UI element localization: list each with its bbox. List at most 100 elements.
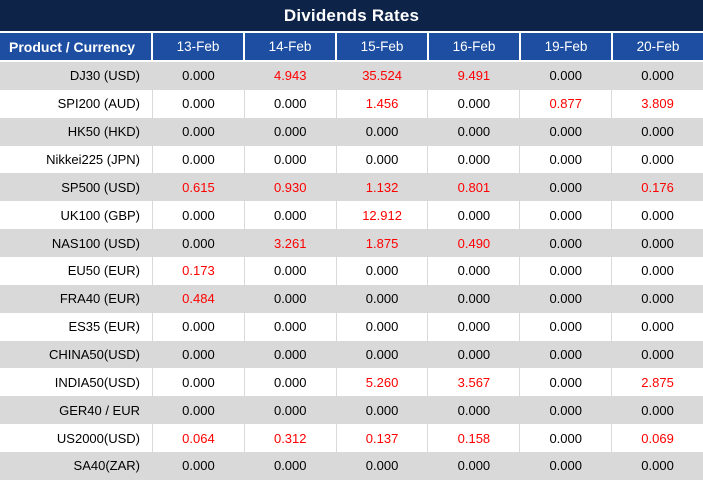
dividend-value: 0.801 bbox=[428, 173, 521, 202]
dividend-value: 0.000 bbox=[428, 340, 521, 369]
table-row: SPI200 (AUD) 0.000 0.000 1.456 0.000 0.877 3.8… bbox=[0, 89, 703, 118]
column-header-date: 20-Feb bbox=[613, 33, 703, 60]
dividend-value: 0.877 bbox=[520, 89, 613, 118]
table-row: Nikkei225 (JPN) 0.000 0.000 0.000 0.000 0.000… bbox=[0, 145, 703, 174]
product-label: ES35 (EUR) bbox=[0, 312, 153, 341]
dividend-value: 0.000 bbox=[245, 117, 337, 146]
dividend-value: 0.000 bbox=[641, 68, 674, 84]
column-header-date: 19-Feb bbox=[521, 33, 611, 60]
dividend-value: 9.491 bbox=[428, 62, 521, 90]
dividend-value: 0.000 bbox=[245, 452, 337, 480]
dividend-value: 0.000 bbox=[520, 173, 613, 202]
product-label: HK50 (HKD) bbox=[0, 117, 153, 146]
dividend-value: 0.000 bbox=[641, 291, 674, 307]
table-row: EU50 (EUR) 0.173 0.000 0.000 0.000 0.000 0.000 bbox=[0, 257, 703, 285]
dividend-value: 0.000 bbox=[520, 312, 613, 341]
dividend-value: 0.000 bbox=[245, 312, 337, 341]
dividend-value: 0.000 bbox=[520, 368, 613, 397]
dividend-value: 0.000 bbox=[520, 452, 613, 480]
dividend-value: 35.524 bbox=[337, 62, 429, 90]
dividend-value: 1.132 bbox=[337, 173, 429, 202]
dividend-value: 0.312 bbox=[245, 424, 337, 453]
dividend-value: 0.000 bbox=[520, 62, 613, 90]
dividend-value: 0.000 bbox=[153, 62, 245, 90]
dividend-value: 0.000 bbox=[337, 452, 429, 480]
table-row: DJ30 (USD) 0.000 4.943 35.524 9.491 0.000 0.00… bbox=[0, 62, 703, 90]
product-label: SA40(ZAR) bbox=[0, 452, 153, 480]
dividend-value: 0.000 bbox=[520, 340, 613, 369]
table-row: NAS100 (USD) 0.000 3.261 1.875 0.490 0.000 0.0… bbox=[0, 229, 703, 258]
dividend-value: 0.000 bbox=[641, 319, 674, 335]
dividend-value: 0.000 bbox=[245, 396, 337, 425]
table-row: INDIA50(USD) 0.000 0.000 5.260 3.567 0.000 2.8… bbox=[0, 368, 703, 397]
dividend-value: 0.000 bbox=[520, 257, 613, 285]
column-header-date: 15-Feb bbox=[337, 33, 427, 60]
table-row: ES35 (EUR) 0.000 0.000 0.000 0.000 0.000 0.000 bbox=[0, 312, 703, 341]
dividend-value: 0.000 bbox=[641, 235, 674, 251]
table-header-row: Product / Currency 13-Feb 14-Feb 15-Feb 16-… bbox=[0, 33, 703, 62]
dividend-value: 0.000 bbox=[520, 117, 613, 146]
table-row: CHINA50(USD) 0.000 0.000 0.000 0.000 0.000 0.0… bbox=[0, 340, 703, 369]
dividend-value: 0.490 bbox=[428, 229, 521, 258]
dividend-value: 0.000 bbox=[520, 201, 613, 230]
dividend-value: 0.000 bbox=[428, 117, 521, 146]
dividend-value: 0.000 bbox=[428, 284, 521, 313]
dividend-value: 12.912 bbox=[337, 201, 429, 230]
dividend-value: 0.000 bbox=[245, 284, 337, 313]
dividend-value: 0.000 bbox=[337, 117, 429, 146]
dividend-value: 0.000 bbox=[428, 396, 521, 425]
dividend-value: 0.069 bbox=[641, 430, 674, 446]
dividend-value: 0.000 bbox=[337, 312, 429, 341]
dividend-value: 0.000 bbox=[520, 284, 613, 313]
product-label: Nikkei225 (JPN) bbox=[0, 145, 153, 174]
dividend-value: 0.000 bbox=[520, 145, 613, 174]
dividend-value: 4.943 bbox=[245, 62, 337, 90]
dividend-value: 0.000 bbox=[245, 340, 337, 369]
dividend-value: 0.000 bbox=[153, 145, 245, 174]
dividend-value: 0.000 bbox=[153, 117, 245, 146]
dividend-value: 0.000 bbox=[337, 284, 429, 313]
dividend-value: 0.000 bbox=[337, 145, 429, 174]
dividend-value: 0.000 bbox=[641, 207, 674, 223]
dividend-value: 0.000 bbox=[153, 229, 245, 258]
product-label: DJ30 (USD) bbox=[0, 62, 153, 90]
table-row: SA40(ZAR) 0.000 0.000 0.000 0.000 0.000 0.000 bbox=[0, 452, 703, 480]
dividend-value: 0.000 bbox=[153, 312, 245, 341]
dividend-value: 1.456 bbox=[337, 89, 429, 118]
dividend-value: 0.000 bbox=[337, 396, 429, 425]
dividend-value: 0.000 bbox=[153, 452, 245, 480]
table-row: SP500 (USD) 0.615 0.930 1.132 0.801 0.000 0.17… bbox=[0, 173, 703, 202]
table-row: US2000(USD) 0.064 0.312 0.137 0.158 0.000 0.06… bbox=[0, 424, 703, 453]
dividend-value: 0.000 bbox=[153, 396, 245, 425]
title-bar: Dividends Rates bbox=[0, 0, 703, 33]
table-row: UK100 (GBP) 0.000 0.000 12.912 0.000 0.000 0.0… bbox=[0, 201, 703, 230]
column-header-date: 14-Feb bbox=[245, 33, 335, 60]
table-row: HK50 (HKD) 0.000 0.000 0.000 0.000 0.000 0.000 bbox=[0, 117, 703, 146]
dividend-value: 0.000 bbox=[428, 89, 521, 118]
product-label: INDIA50(USD) bbox=[0, 368, 153, 397]
dividend-value: 0.000 bbox=[337, 257, 429, 285]
table-row: GER40 / EUR 0.000 0.000 0.000 0.000 0.000 0.00… bbox=[0, 396, 703, 425]
dividend-value: 0.000 bbox=[245, 368, 337, 397]
column-header-date: 13-Feb bbox=[153, 33, 243, 60]
dividend-value: 0.000 bbox=[245, 257, 337, 285]
dividend-value: 0.000 bbox=[337, 340, 429, 369]
column-header-date: 16-Feb bbox=[429, 33, 519, 60]
table-row: FRA40 (EUR) 0.484 0.000 0.000 0.000 0.000 0.00… bbox=[0, 284, 703, 313]
dividend-value: 0.000 bbox=[428, 452, 521, 480]
product-label: NAS100 (USD) bbox=[0, 229, 153, 258]
dividend-value: 0.000 bbox=[245, 89, 337, 118]
dividend-value: 0.000 bbox=[641, 124, 674, 140]
dividend-value: 0.000 bbox=[153, 368, 245, 397]
dividend-value: 1.875 bbox=[337, 229, 429, 258]
dividend-value: 0.000 bbox=[520, 396, 613, 425]
dividend-value: 0.173 bbox=[153, 257, 245, 285]
dividend-value: 0.000 bbox=[641, 458, 674, 474]
dividend-value: 3.567 bbox=[428, 368, 521, 397]
dividend-value: 3.809 bbox=[641, 96, 674, 112]
dividend-value: 2.875 bbox=[641, 374, 674, 390]
dividend-value: 0.000 bbox=[245, 145, 337, 174]
product-label: FRA40 (EUR) bbox=[0, 284, 153, 313]
dividend-value: 0.000 bbox=[153, 89, 245, 118]
